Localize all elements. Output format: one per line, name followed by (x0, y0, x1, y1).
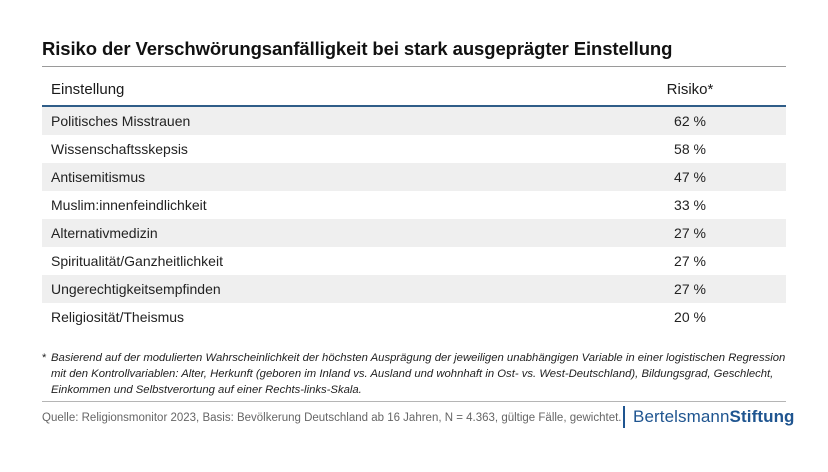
footnote: * Basierend auf der modulierten Wahrsche… (42, 350, 786, 398)
logo-text-part2: Stiftung (729, 407, 795, 426)
table-row: Politisches Misstrauen 62 % (42, 107, 786, 135)
title-divider (42, 66, 786, 67)
row-label: Antisemitismus (51, 169, 146, 185)
logo-bar (623, 406, 625, 428)
row-label: Muslim:innenfeindlichkeit (51, 197, 207, 213)
row-label: Religiosität/Theismus (51, 309, 185, 325)
row-value: 27 % (674, 253, 706, 269)
table-header: Einstellung Risiko* (42, 74, 786, 107)
data-table: Einstellung Risiko* Politisches Misstrau… (42, 74, 786, 331)
table-row: Wissenschaftsskepsis 58 % (42, 135, 786, 163)
row-label: Wissenschaftsskepsis (51, 141, 188, 157)
logo-text-part1: Bertelsmann (633, 407, 730, 426)
row-value: 47 % (674, 169, 706, 185)
row-value: 58 % (674, 141, 706, 157)
table-row: Alternativmedizin 27 % (42, 219, 786, 247)
table-row: Ungerechtigkeitsempfinden 27 % (42, 275, 786, 303)
column-header-risiko: Risiko* (666, 81, 714, 98)
row-value: 27 % (674, 281, 706, 297)
row-value: 27 % (674, 225, 706, 241)
row-value: 62 % (674, 113, 706, 129)
page-title: Risiko der Verschwörungsanfälligkeit bei… (42, 38, 673, 59)
table-row: Religiosität/Theismus 20 % (42, 303, 786, 331)
row-value: 20 % (674, 309, 706, 325)
row-label: Spiritualität/Ganzheitlichkeit (51, 253, 223, 269)
table-body: Politisches Misstrauen 62 % Wissenschaft… (42, 107, 786, 331)
logo-wordmark: BertelsmannStiftung (633, 407, 795, 427)
footnote-marker: * (42, 352, 47, 364)
footer-divider (42, 401, 786, 402)
table-row: Muslim:innenfeindlichkeit 33 % (42, 191, 786, 219)
row-value: 33 % (674, 197, 706, 213)
table-row: Spiritualität/Ganzheitlichkeit 27 % (42, 247, 786, 275)
row-label: Ungerechtigkeitsempfinden (51, 281, 221, 297)
bertelsmann-stiftung-logo: BertelsmannStiftung (623, 405, 795, 429)
table-row: Antisemitismus 47 % (42, 163, 786, 191)
row-label: Politisches Misstrauen (51, 113, 191, 129)
row-label: Alternativmedizin (51, 225, 158, 241)
footnote-text: Basierend auf der modulierten Wahrschein… (51, 352, 786, 396)
source-note: Quelle: Religionsmonitor 2023, Basis: Be… (42, 412, 622, 424)
column-header-einstellung: Einstellung (51, 81, 125, 98)
